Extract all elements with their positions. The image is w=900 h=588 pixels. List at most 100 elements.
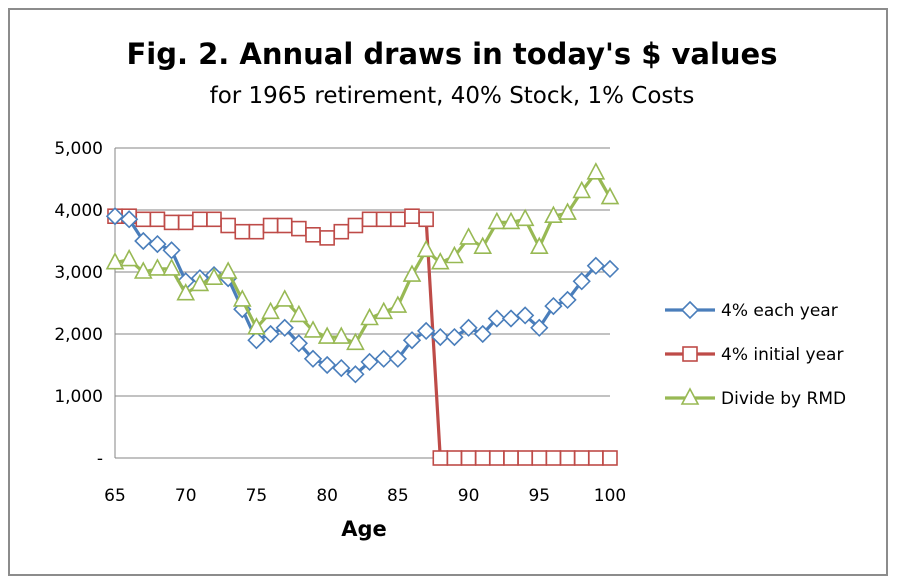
data-point-diamond — [417, 321, 436, 341]
data-point-square — [375, 211, 392, 228]
data-point-diamond — [558, 290, 577, 310]
legend-item: Divide by RMD — [665, 387, 846, 409]
data-point-square — [682, 346, 698, 362]
series-line — [114, 171, 612, 345]
data-point-diamond — [247, 331, 266, 350]
data-point-diamond — [275, 318, 294, 337]
data-point-diamond — [600, 259, 620, 279]
data-point-diamond — [162, 241, 181, 260]
data-point-triangle — [317, 326, 337, 344]
data-point-diamond — [586, 256, 605, 275]
y-tick-label: 4,000 — [54, 201, 103, 221]
data-point-diamond — [680, 300, 700, 320]
x-tick-label: 85 — [387, 486, 409, 506]
data-point-diamond — [332, 358, 351, 378]
data-point-diamond — [388, 349, 407, 368]
data-point-triangle — [416, 239, 436, 258]
data-point-square — [559, 450, 576, 466]
data-point-square — [588, 450, 604, 466]
data-point-square — [531, 450, 548, 466]
x-tick-label: 95 — [528, 486, 550, 506]
data-point-triangle — [459, 227, 478, 245]
series-2 — [105, 162, 620, 351]
data-point-diamond — [105, 207, 125, 226]
legend-label: 4% initial year — [721, 345, 843, 365]
data-point-triangle — [275, 289, 295, 307]
data-point-triangle — [133, 261, 153, 279]
data-point-diamond — [134, 231, 153, 251]
series-1 — [107, 208, 618, 466]
data-point-triangle — [218, 261, 238, 279]
chart-frame: Fig. 2. Annual draws in today's $ values… — [8, 8, 888, 576]
x-tick-label: 80 — [316, 486, 338, 506]
data-point-square — [220, 217, 236, 234]
data-point-triangle — [303, 320, 323, 338]
data-point-triangle — [473, 236, 493, 254]
data-point-triangle — [190, 273, 210, 292]
data-point-diamond — [318, 355, 337, 375]
data-point-square — [163, 214, 180, 231]
y-tick-label: 5,000 — [54, 139, 103, 159]
data-point-diamond — [120, 210, 139, 229]
x-axis-title: Age — [341, 517, 387, 541]
data-point-diamond — [487, 309, 506, 328]
data-point-square — [460, 450, 477, 466]
x-tick-label: 100 — [594, 486, 626, 506]
data-point-triangle — [680, 387, 700, 405]
data-point-square — [432, 450, 449, 466]
data-point-square — [545, 450, 562, 466]
data-point-square — [305, 227, 321, 243]
data-point-diamond — [360, 352, 379, 372]
data-point-triangle — [501, 211, 521, 230]
data-point-square — [517, 450, 533, 466]
data-point-triangle — [572, 180, 592, 199]
data-point-triangle — [346, 332, 365, 351]
data-point-diamond — [530, 318, 549, 337]
data-point-triangle — [162, 258, 181, 276]
data-point-square — [234, 223, 251, 240]
legend-label: Divide by RMD — [721, 389, 846, 409]
data-point-triangle — [331, 326, 351, 344]
data-point-diamond — [289, 334, 308, 353]
legend-item: 4% each year — [665, 300, 838, 321]
chart-svg: Fig. 2. Annual draws in today's $ values… — [54, 37, 846, 541]
data-point-triangle — [487, 211, 507, 230]
data-point-diamond — [544, 296, 563, 316]
data-point-square — [135, 211, 152, 228]
x-tick-label: 90 — [458, 486, 480, 506]
y-tick-label: 2,000 — [54, 325, 103, 345]
data-point-triangle — [247, 317, 266, 335]
data-point-triangle — [529, 236, 549, 254]
data-point-triangle — [204, 267, 224, 286]
data-point-triangle — [374, 301, 394, 320]
x-tick-label: 65 — [104, 486, 126, 506]
data-point-square — [262, 217, 279, 234]
legend: 4% each year 4% initial year Divide by RMD — [665, 300, 846, 409]
data-point-square — [446, 450, 463, 466]
gridlines — [115, 147, 610, 459]
data-point-triangle — [445, 245, 464, 264]
data-point-triangle — [232, 289, 252, 307]
data-point-diamond — [346, 365, 365, 384]
chart-title: Fig. 2. Annual draws in today's $ values — [127, 37, 778, 71]
data-point-square — [602, 450, 618, 466]
x-tick-label: 75 — [246, 486, 268, 506]
series-0 — [105, 207, 620, 384]
data-point-square — [192, 211, 208, 228]
data-point-diamond — [402, 331, 422, 350]
data-point-triangle — [176, 283, 196, 301]
data-point-triangle — [289, 304, 309, 323]
data-point-diamond — [148, 234, 167, 254]
y-tick-label: - — [97, 449, 103, 469]
x-tick-label: 70 — [175, 486, 197, 506]
data-point-triangle — [515, 208, 535, 227]
data-point-square — [177, 214, 194, 231]
data-point-square — [418, 211, 434, 228]
data-point-triangle — [430, 251, 450, 270]
data-point-triangle — [261, 301, 280, 320]
data-point-triangle — [558, 202, 577, 220]
data-point-triangle — [388, 295, 408, 313]
data-point-diamond — [572, 272, 591, 291]
legend-item: 4% initial year — [665, 345, 843, 365]
data-point-square — [248, 223, 265, 240]
